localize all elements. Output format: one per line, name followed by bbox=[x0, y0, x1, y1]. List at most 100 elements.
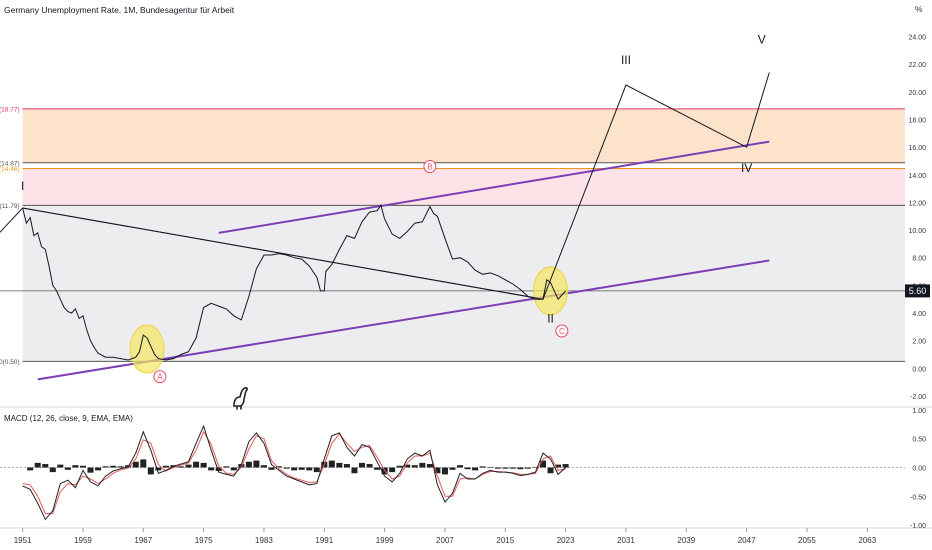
macd-histogram-bar bbox=[177, 466, 185, 468]
macd-axis-tick: -0.50 bbox=[910, 494, 926, 501]
macd-histogram-bar bbox=[487, 466, 494, 468]
fib-level-label: 1.236(14.46) bbox=[0, 166, 20, 173]
fib-level-label: 0(0.50) bbox=[0, 359, 20, 366]
macd-histogram-bar bbox=[547, 467, 554, 474]
macd-histogram-bar bbox=[419, 462, 426, 468]
time-axis-tick: 1999 bbox=[376, 536, 394, 545]
macd-histogram-bar bbox=[434, 467, 441, 474]
macd-histogram-bar bbox=[147, 467, 154, 475]
wave-label: II bbox=[547, 312, 554, 326]
macd-histogram-bar bbox=[268, 467, 275, 470]
macd-histogram-bar bbox=[306, 467, 313, 471]
macd-histogram-bar bbox=[102, 466, 109, 468]
macd-histogram-bar bbox=[260, 465, 267, 468]
trendline[interactable] bbox=[218, 140, 770, 234]
unemployment-rate-line bbox=[22, 204, 566, 361]
abc-label: C bbox=[559, 327, 565, 336]
macd-pane[interactable] bbox=[0, 424, 905, 521]
time-axis-tick: 1983 bbox=[255, 536, 273, 545]
price-axis-tick: 10.00 bbox=[908, 228, 926, 235]
macd-axis-tick: 0.00 bbox=[912, 466, 926, 473]
macd-histogram-bar bbox=[57, 464, 64, 468]
macd-histogram-bar bbox=[245, 461, 252, 468]
macd-histogram-bar bbox=[215, 467, 222, 471]
price-badge: 5.60 bbox=[905, 284, 930, 298]
time-axis-tick: 1991 bbox=[315, 536, 333, 545]
macd-histogram-bar bbox=[374, 467, 381, 470]
fib-zone bbox=[22, 205, 905, 362]
macd-histogram-bar bbox=[283, 467, 290, 469]
price-axis-tick: 2.00 bbox=[912, 339, 926, 346]
macd-histogram-bar bbox=[479, 466, 486, 468]
macd-histogram-bar bbox=[95, 467, 102, 471]
time-axis-tick: 2023 bbox=[557, 536, 575, 545]
macd-histogram-bar bbox=[351, 467, 358, 474]
wave-projection[interactable] bbox=[0, 72, 770, 362]
macd-histogram-bar bbox=[509, 467, 516, 469]
price-axis-tick: 18.00 bbox=[908, 118, 926, 125]
price-axis-tick: 4.00 bbox=[912, 311, 926, 318]
macd-histogram-bar bbox=[185, 464, 192, 468]
macd-histogram-bar bbox=[366, 464, 373, 468]
time-axis-tick: 2039 bbox=[677, 536, 695, 545]
elliott-wave-path[interactable] bbox=[0, 72, 770, 362]
wave-label: I bbox=[21, 179, 24, 193]
macd-histogram-bar bbox=[411, 465, 418, 468]
macd-histogram-bar bbox=[532, 466, 539, 468]
macd-histogram-bar bbox=[238, 464, 245, 468]
time-axis-tick: 1959 bbox=[74, 536, 92, 545]
price-axis[interactable]: -2.000.002.004.006.008.0010.0012.0014.00… bbox=[908, 35, 926, 401]
price-axis-tick: 16.00 bbox=[908, 145, 926, 152]
macd-histogram-bar bbox=[223, 466, 230, 468]
macd-histogram-bar bbox=[502, 467, 509, 469]
time-axis[interactable]: 1951 1959 1967 1975 1983 1991 1999 2007 2015 2023… bbox=[14, 528, 877, 545]
dinosaur-logo-icon bbox=[233, 386, 248, 410]
price-series bbox=[22, 204, 566, 361]
macd-title: MACD (12, 26, close, 9, EMA, EMA) bbox=[4, 414, 133, 423]
macd-histogram-bar bbox=[117, 466, 124, 468]
time-axis-tick: 1951 bbox=[14, 536, 32, 545]
abc-labels: A B C bbox=[153, 160, 569, 384]
fib-zone bbox=[22, 168, 905, 206]
macd-axis-tick: 0.50 bbox=[912, 437, 926, 444]
macd-histogram-bar bbox=[472, 467, 479, 471]
macd-histogram-bar bbox=[396, 465, 403, 468]
macd-histogram-bar bbox=[555, 464, 562, 468]
macd-histogram-bar bbox=[494, 467, 501, 469]
macd-histogram-bar bbox=[404, 464, 411, 468]
abc-label-circle bbox=[555, 324, 569, 338]
highlight-circle bbox=[533, 266, 569, 316]
wave-label: IV bbox=[741, 161, 752, 175]
macd-histogram-bar bbox=[193, 461, 200, 468]
macd-histogram-bar bbox=[336, 462, 343, 468]
macd-axis[interactable]: -1.00 -0.50 0.00 0.50 1.00 bbox=[910, 408, 926, 530]
macd-histogram-bar bbox=[276, 466, 283, 468]
abc-label: A bbox=[157, 373, 163, 382]
price-axis-tick: 22.00 bbox=[908, 62, 926, 69]
macd-histogram-bar bbox=[449, 467, 456, 470]
fib-zones bbox=[22, 108, 905, 362]
macd-histogram-bar bbox=[562, 464, 569, 468]
highlight-circles bbox=[129, 266, 569, 374]
macd-histogram-bar bbox=[42, 464, 49, 468]
macd-histogram-bar bbox=[539, 460, 547, 468]
macd-histogram-bar bbox=[72, 465, 79, 468]
time-axis-tick: 2063 bbox=[858, 536, 876, 545]
macd-histogram-bar bbox=[155, 467, 162, 471]
macd-histogram-bar bbox=[298, 467, 305, 470]
macd-histogram-bar bbox=[230, 467, 237, 471]
price-badge-value: 5.60 bbox=[909, 286, 927, 296]
chart-title: Germany Unemployment Rate, 1M, Bundesage… bbox=[4, 5, 235, 15]
price-axis-tick: 0.00 bbox=[912, 366, 926, 373]
macd-histogram-bar bbox=[87, 467, 94, 473]
macd-histogram-bar bbox=[426, 464, 433, 468]
macd-histogram-bar bbox=[358, 462, 366, 468]
main-price-pane[interactable]: 1.618(18.77) 1.272(14.87)1.236(14.46) 1(11… bbox=[0, 32, 905, 384]
highlight-circle bbox=[129, 324, 165, 374]
price-axis-tick: 8.00 bbox=[912, 256, 926, 263]
macd-line bbox=[22, 424, 566, 521]
macd-histogram-bar bbox=[328, 460, 335, 468]
macd-histogram-bar bbox=[343, 464, 350, 468]
